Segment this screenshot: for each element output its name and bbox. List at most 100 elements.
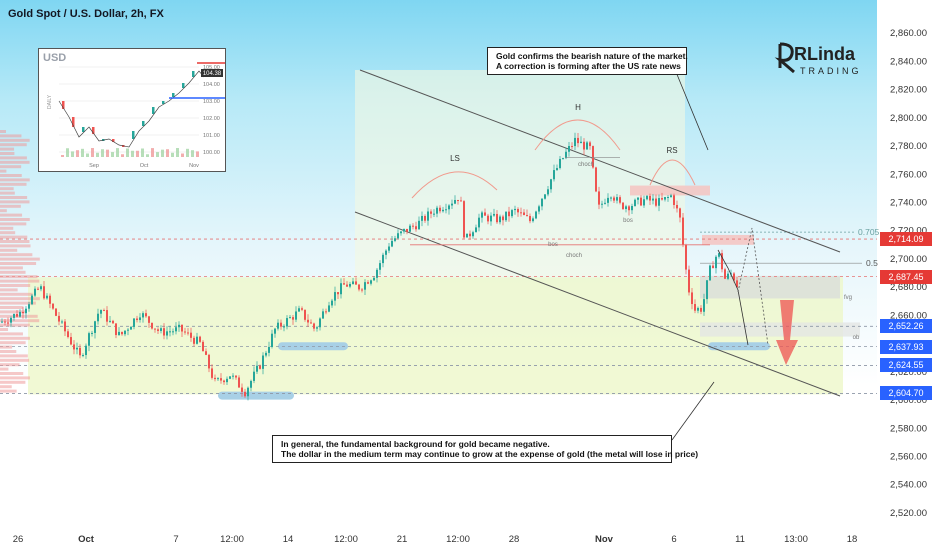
candle-body (334, 292, 336, 301)
inset-candle (152, 107, 155, 114)
inset-candle (92, 127, 95, 134)
small-label: fvg (844, 295, 852, 301)
volume-profile-bar (0, 222, 27, 226)
volume-profile-bar (0, 389, 17, 393)
candle-body (115, 323, 117, 336)
candle-body (373, 277, 375, 281)
candle-body (664, 197, 666, 200)
channel-lower (354, 211, 841, 397)
x-tick-label: 6 (671, 534, 676, 545)
fib-label: 0.5 (866, 258, 878, 268)
volume-profile-bar (0, 266, 23, 270)
volume-profile-bar (0, 213, 23, 217)
fib-label: 0.705 (858, 227, 880, 237)
forecast-path-alt (737, 227, 769, 346)
inset-volume-bar (176, 148, 179, 157)
candle-body (442, 209, 444, 212)
y-tick-label: 2,840.00 (890, 56, 927, 67)
candle-body (289, 317, 291, 319)
candle-body (544, 194, 546, 199)
volume-profile-bar (0, 350, 17, 353)
y-tick-label: 2,780.00 (890, 141, 927, 152)
x-tick-label: 13:00 (784, 534, 808, 545)
inset-volume-bar (166, 149, 169, 157)
candle-body (574, 137, 576, 147)
inset-volume-bar (96, 152, 99, 157)
candle-body (433, 213, 435, 215)
channel-upper (359, 69, 841, 253)
volume-profile-bar (0, 385, 12, 389)
candle-body (604, 202, 606, 204)
candle-body (112, 320, 114, 324)
x-tick-label: 21 (397, 534, 408, 545)
volume-profile-bar (0, 152, 15, 155)
candle-body (232, 375, 234, 377)
inset-candle (132, 131, 135, 139)
candle-body (238, 377, 240, 388)
candle-body (403, 228, 405, 232)
candle-body (481, 212, 483, 218)
candle-body (418, 220, 420, 230)
volume-profile-bar (0, 376, 30, 380)
candle-body (337, 292, 339, 295)
candle-body (631, 205, 633, 211)
candle-body (535, 211, 537, 219)
y-tick-label: 2,520.00 (890, 508, 927, 519)
volume-profile-bar (0, 248, 18, 252)
candle-body (466, 233, 468, 238)
candle-body (208, 354, 210, 369)
candle-body (223, 380, 225, 383)
candle-body (136, 318, 138, 321)
big-down-arrow (776, 300, 798, 365)
inset-volume-bar (61, 155, 64, 157)
candle-body (274, 328, 276, 334)
x-tick-label: 26 (13, 534, 24, 545)
candle-body (436, 207, 438, 214)
candle-body (529, 216, 531, 222)
candle-body (271, 333, 273, 347)
candle-body (52, 303, 54, 309)
candle-body (331, 300, 333, 306)
candle-body (724, 269, 726, 279)
candle-body (175, 327, 177, 332)
candle-body (16, 313, 18, 317)
candle-body (640, 197, 642, 206)
candle-body (193, 337, 195, 344)
candle-body (427, 211, 429, 221)
inset-candle (162, 101, 165, 104)
inset-volume-bar (131, 150, 134, 157)
candle-body (370, 280, 372, 284)
inset-volume-bar (121, 154, 124, 157)
candle-body (28, 304, 30, 309)
candle-body (709, 265, 711, 281)
candle-body (13, 313, 15, 318)
candle-body (478, 217, 480, 228)
candle-body (643, 199, 645, 206)
candle-body (325, 311, 327, 313)
rs-arc (649, 159, 696, 186)
volume-profile-bar (0, 156, 27, 160)
candle-body (196, 336, 198, 344)
fvg-zone (700, 275, 840, 299)
inset-volume-bar (71, 151, 74, 157)
price-tag: 2,604.70 (880, 386, 932, 401)
candle-body (103, 310, 105, 312)
candle-body (682, 217, 684, 245)
y-tick-label: 2,700.00 (890, 254, 927, 265)
candle-body (211, 368, 213, 378)
candle-body (622, 202, 624, 210)
rs-zone (630, 185, 710, 196)
candle-body (484, 212, 486, 216)
candle-body (148, 316, 150, 323)
inset-volume-bar (106, 149, 109, 157)
price-tag: 2,714.09 (880, 232, 932, 247)
candle-body (454, 199, 456, 204)
inset-volume-bar (156, 152, 159, 157)
inset-volume-bar (66, 148, 69, 157)
inset-y-tick: 101.00 (203, 133, 220, 139)
candle-body (64, 321, 66, 332)
ob-zone (700, 322, 860, 337)
candle-body (145, 313, 147, 317)
candle-body (565, 151, 567, 159)
x-tick-label: 18 (847, 534, 858, 545)
